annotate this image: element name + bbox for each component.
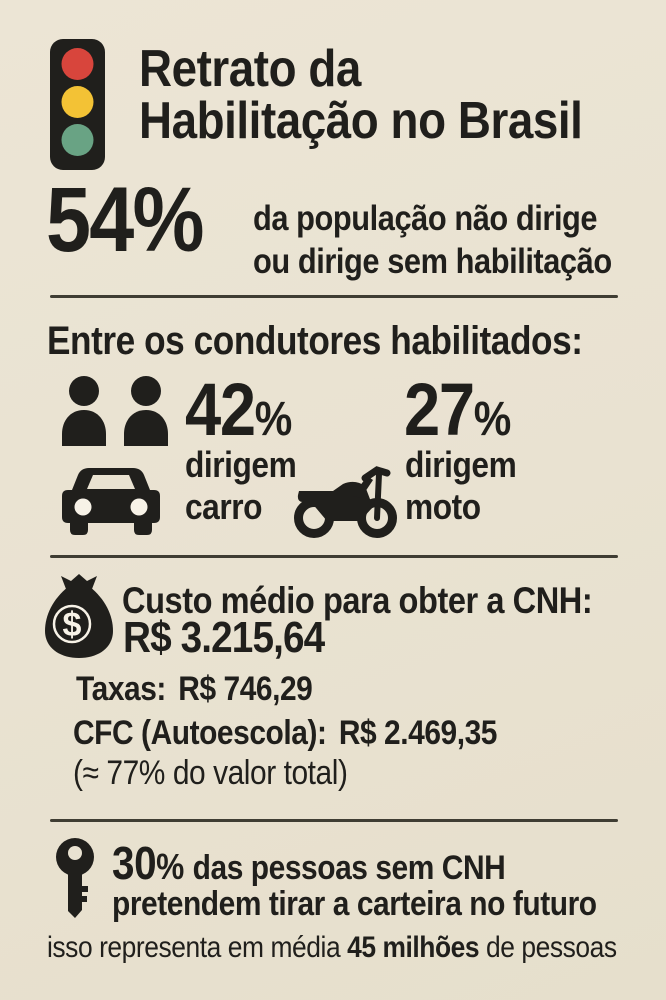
motorcycle-icon [294,466,397,538]
main-stat-description: da população não dirige ou dirige sem ha… [253,197,612,283]
moto-stat-value: 27% [404,372,512,458]
main-stat-desc-line1: da população não dirige [253,199,598,238]
main-stat-value: 54% [46,169,205,271]
money-bag-icon: $ [45,574,113,658]
footnote-bold: 45 milhões [347,931,480,964]
car-label-line1: dirigem [185,444,297,485]
moto-label-line1: dirigem [405,444,517,485]
future-stat-percent-sign: % [156,846,184,887]
main-stat-desc-line2: ou dirige sem habilitação [253,242,612,281]
school-label: CFC (Autoescola): [73,714,327,752]
fees-value: R$ 746,29 [178,670,313,708]
cost-heading: Custo médio para obter a CNH: [122,580,593,621]
moto-label-line2: moto [405,486,481,527]
main-stat-percent-sign: % [132,169,205,271]
fees-label: Taxas: [76,670,166,708]
page-title: Retrato da Habilitação no Brasil [139,40,583,150]
car-stat-label: dirigem carro [185,444,297,528]
car-stat-value: 42% [185,372,293,458]
cost-school-row: CFC (Autoescola): R$ 2.469,35 [73,713,497,753]
cost-fees-row: Taxas: R$ 746,29 [76,669,313,709]
future-line2: pretendem tirar a carteira no futuro [112,885,597,923]
divider-3 [50,819,618,822]
cost-total: R$ 3.215,64 [123,613,325,662]
car-stat-percent-sign: % [254,393,293,446]
cost-note: (≈ 77% do valor total) [73,754,348,792]
page-title-line1: Retrato da [139,40,361,98]
car-icon [62,468,160,535]
future-line1: 30% das pessoas sem CNH [112,836,506,890]
traffic-light-icon [50,39,105,170]
moto-stat-percent-sign: % [473,393,512,446]
main-stat-number: 54 [46,169,134,271]
car-stat-number: 42 [185,368,256,451]
moto-stat-number: 27 [404,368,475,451]
people-icon [62,376,168,446]
car-label-line2: carro [185,486,263,527]
divider-2 [50,555,618,558]
drivers-heading: Entre os condutores habilitados: [47,319,583,363]
future-stat-number: 30 [112,837,157,889]
footnote-prefix: isso representa em média [47,931,348,964]
moto-stat-label: dirigem moto [405,444,517,528]
footnote-suffix: de pessoas [479,931,617,964]
page-title-line2: Habilitação no Brasil [139,92,583,150]
divider-1 [50,295,618,298]
future-footnote: isso representa em média 45 milhões de p… [47,930,617,965]
dollar-sign: $ [63,606,82,644]
key-icon [56,838,94,918]
school-value: R$ 2.469,35 [338,714,498,752]
future-line1-text: das pessoas sem CNH [192,849,506,887]
